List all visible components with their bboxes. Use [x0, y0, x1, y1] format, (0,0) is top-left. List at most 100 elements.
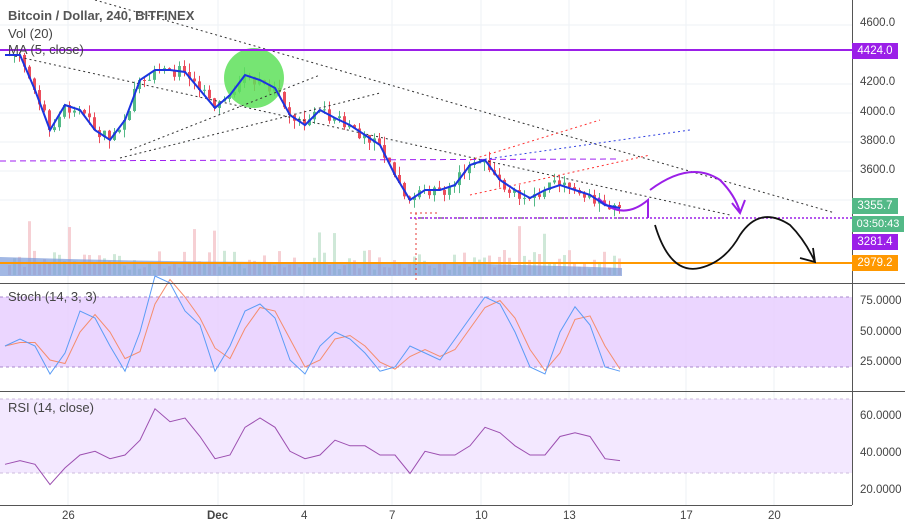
- candle-down: [568, 182, 571, 188]
- candle-up: [228, 94, 231, 99]
- candle-up: [548, 182, 551, 190]
- volume-bar: [538, 254, 541, 275]
- stoch-d-line: [4, 278, 621, 372]
- candle-up: [113, 132, 116, 140]
- level-mid-tag: 3281.4: [852, 234, 898, 250]
- candle-up: [468, 164, 471, 174]
- time-tick: 4: [301, 510, 308, 522]
- candle-up: [298, 119, 301, 121]
- candle-down: [38, 90, 41, 105]
- candle-up: [148, 79, 151, 81]
- time-tick: Dec: [207, 510, 229, 522]
- candle-down: [518, 189, 521, 199]
- candle-up: [308, 119, 311, 126]
- volume-bar: [543, 233, 546, 275]
- purple-projection-curve[interactable]: [597, 171, 746, 218]
- price-tick: 4200.0: [860, 76, 896, 88]
- candle-up: [588, 194, 591, 198]
- price-tick: 3800.0: [860, 135, 896, 147]
- candle-up: [448, 186, 451, 195]
- candle-up: [563, 182, 566, 186]
- candle-up: [338, 116, 341, 118]
- ma-line: [5, 54, 621, 209]
- candle-down: [388, 157, 391, 163]
- candle-down: [23, 54, 26, 67]
- black-projection-curve[interactable]: [654, 216, 817, 270]
- stoch-legend[interactable]: Stoch (14, 3, 3): [8, 289, 97, 304]
- volume-legend[interactable]: Vol (20): [8, 26, 53, 41]
- rsi-tick: 20.0000: [860, 484, 902, 496]
- candle-down: [33, 78, 36, 91]
- candle-down: [443, 189, 446, 195]
- stoch-tick: 50.0000: [860, 326, 902, 338]
- candle-up: [133, 89, 136, 112]
- candle-up: [103, 130, 106, 138]
- candle-down: [283, 91, 286, 108]
- rsi-legend[interactable]: RSI (14, close): [8, 400, 94, 415]
- candle-up: [138, 79, 141, 90]
- trendline-upper[interactable]: [94, 0, 836, 214]
- volume-bar: [518, 226, 521, 275]
- candle-down: [213, 98, 216, 108]
- stoch-tick: 25.0000: [860, 356, 902, 368]
- candle-down: [198, 81, 201, 91]
- candle-up: [73, 110, 76, 113]
- price-tick: 3600.0: [860, 164, 896, 176]
- trendline-channel-2[interactable]: [129, 74, 321, 151]
- candle-down: [83, 109, 86, 114]
- candle-down: [538, 194, 541, 197]
- candle-down: [583, 193, 586, 198]
- candle-down: [28, 66, 31, 79]
- candle-down: [188, 71, 191, 79]
- candle-down: [68, 105, 71, 113]
- rsi-tick: 40.0000: [860, 447, 902, 459]
- candle-up: [203, 89, 206, 91]
- volume-bar: [563, 255, 566, 275]
- countdown-tag: 03:50:43: [852, 216, 904, 232]
- time-tick: 10: [475, 510, 488, 522]
- candle-up: [118, 129, 121, 133]
- chart-title: Bitcoin / Dollar, 240, BITFINEX: [8, 8, 195, 23]
- candle-down: [43, 104, 46, 111]
- candle-up: [523, 197, 526, 199]
- time-tick: 20: [768, 510, 781, 522]
- candle-up: [363, 134, 366, 139]
- level-low-tag: 2979.2: [852, 255, 898, 271]
- ma-legend[interactable]: MA (5, close): [8, 42, 84, 57]
- candle-down: [498, 174, 501, 180]
- candle-down: [393, 162, 396, 176]
- volume-bar: [333, 233, 336, 275]
- blue-dotted-line[interactable]: [479, 129, 691, 161]
- stoch-tick: 75.0000: [860, 295, 902, 307]
- candle-down: [618, 204, 621, 209]
- candle-up: [153, 69, 156, 80]
- candle-down: [358, 128, 361, 139]
- rsi-tick: 60.0000: [860, 410, 902, 422]
- candle-down: [378, 138, 381, 146]
- candle-down: [143, 79, 146, 81]
- candle-down: [88, 113, 91, 118]
- dashed-level-3680[interactable]: [0, 158, 621, 162]
- candle-down: [208, 89, 211, 99]
- red-channel-bottom[interactable]: [469, 154, 651, 196]
- candle-up: [323, 109, 326, 111]
- candle-down: [438, 187, 441, 190]
- rsi-band: [0, 399, 852, 473]
- price-tick: 4000.0: [860, 106, 896, 118]
- volume-ma-area: [0, 257, 622, 276]
- candle-up: [63, 105, 66, 117]
- stoch-band: [0, 297, 852, 367]
- last-price-tag: 3355.7: [852, 198, 898, 214]
- rsi-line: [4, 407, 621, 486]
- candle-down: [183, 66, 186, 72]
- candle-down: [503, 179, 506, 190]
- time-tick: 13: [563, 510, 576, 522]
- time-tick: 7: [389, 510, 396, 522]
- candle-up: [333, 117, 336, 121]
- price-tick: 4600.0: [860, 17, 896, 29]
- candle-up: [513, 189, 516, 193]
- candle-up: [53, 127, 56, 131]
- candle-down: [573, 187, 576, 190]
- stoch-k-line: [4, 275, 621, 375]
